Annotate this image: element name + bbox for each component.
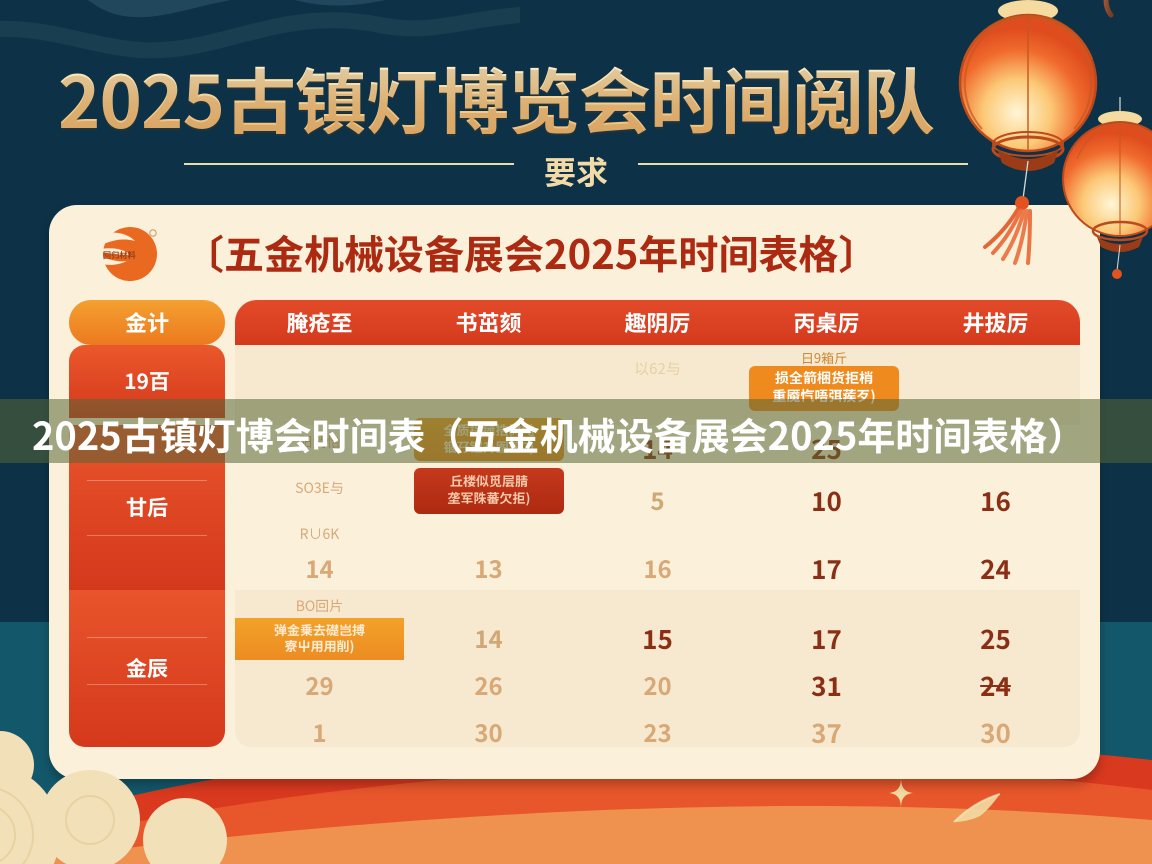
svg-text:回归材料: 回归材料 (103, 250, 136, 260)
